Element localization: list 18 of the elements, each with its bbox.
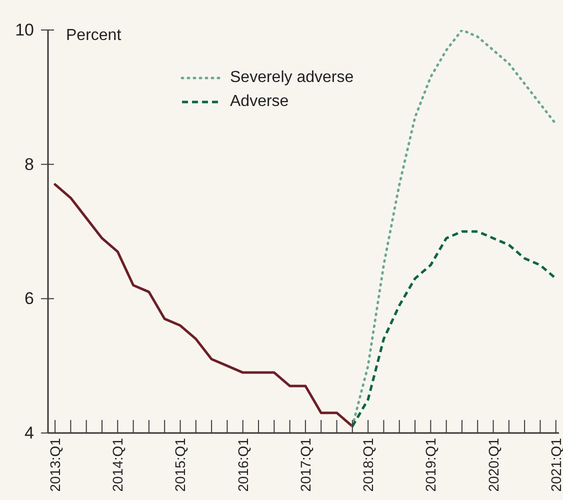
y-tick-label: 4 <box>24 424 34 442</box>
y-tick-label: 6 <box>24 289 34 308</box>
x-tick-label: 2020:Q1 <box>485 438 502 492</box>
y-axis-title: Percent <box>66 27 122 45</box>
x-tick-label: 2014:Q1 <box>110 438 126 492</box>
line-series <box>351 30 558 428</box>
line-series <box>351 230 558 428</box>
line-series <box>54 183 354 428</box>
x-tick-label: 2017:Q1 <box>297 438 314 492</box>
y-tick-label: 10 <box>15 20 34 40</box>
x-tick-label: 2019:Q1 <box>422 438 439 492</box>
legend-label: Severely adverse <box>230 69 354 87</box>
legend-label: Adverse <box>230 93 289 111</box>
x-tick-label: 2015:Q1 <box>172 438 188 492</box>
x-tick-label: 2018:Q1 <box>360 438 376 492</box>
x-tick-label: 2013:Q1 <box>47 438 64 492</box>
y-tick-label: 8 <box>24 154 34 174</box>
x-tick-label: 2016:Q1 <box>234 438 251 492</box>
